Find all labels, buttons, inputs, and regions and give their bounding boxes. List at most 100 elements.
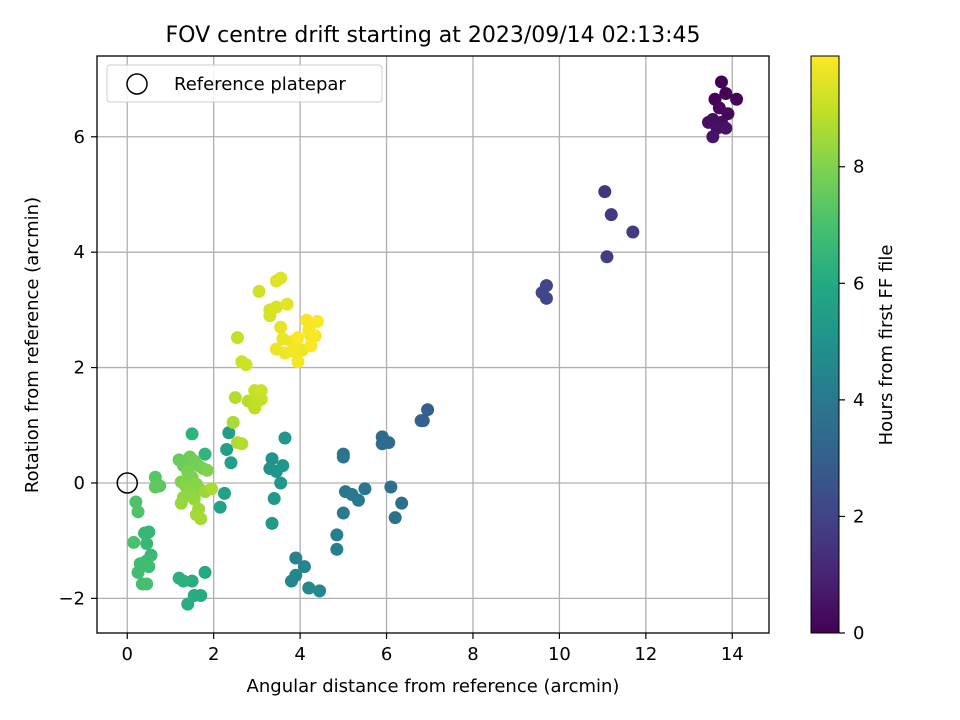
data-point [185,427,199,441]
data-point [276,459,290,473]
data-point [291,331,305,345]
colorbar-gradient [810,55,840,634]
data-point [330,528,344,542]
data-point [131,505,145,519]
data-point [274,271,288,285]
legend-label-reference: Reference platepar [174,74,346,95]
y-tick-label: −2 [58,588,85,609]
y-tick-label: 6 [74,127,85,148]
data-point [269,300,283,314]
data-point [228,391,242,405]
colorbar-label: Hours from first FF file [876,245,897,446]
data-point [220,443,234,457]
data-point [604,208,618,222]
data-point [287,344,301,358]
data-point [265,452,279,466]
data-point [289,551,303,565]
data-point [254,384,268,398]
grid-lines [97,56,769,633]
data-point [148,480,162,494]
legend-marker-reference [126,73,148,95]
data-point [198,447,212,461]
data-point [330,542,344,556]
data-point [217,486,231,500]
colorbar-tick-label: 2 [853,506,864,527]
data-point [388,511,402,525]
data-point [302,581,316,595]
data-point [200,463,214,477]
data-point [274,320,288,334]
x-tick-label: 4 [294,644,305,665]
x-tick-label: 14 [721,644,744,665]
data-point [308,329,322,343]
reference-marker [116,472,139,494]
x-tick-label: 12 [634,644,657,665]
colorbar-ticks: 0 2 4 6 8 [839,157,864,644]
data-point [730,92,744,106]
data-point [304,339,318,353]
data-point [300,313,314,327]
data-point [313,584,327,598]
x-axis-label: Angular distance from reference (arcmin) [247,676,620,697]
colorbar: 0 2 4 6 8 Hours from first FF file [810,55,897,644]
y-tick-label: 0 [74,473,85,494]
data-point [626,225,640,239]
data-point [375,437,389,451]
data-point [358,482,372,496]
data-point [239,358,253,372]
plot-frame [96,55,770,634]
data-point [129,495,143,509]
data-point [600,250,614,264]
colorbar-tick-label: 6 [853,273,864,294]
data-point [274,476,288,490]
data-point [138,526,152,540]
data-point [252,284,266,298]
data-point [140,577,154,591]
data-point [142,560,156,574]
data-point [395,496,409,510]
data-point [297,560,311,574]
data-point [226,415,240,429]
data-point [127,535,141,549]
data-point [181,597,195,611]
colorbar-tick-label: 4 [853,390,864,411]
data-point [278,431,292,445]
y-tick-label: 4 [74,242,85,263]
chart-title: FOV centre drift starting at 2023/09/14 … [166,23,701,48]
data-point [222,426,236,440]
data-point [198,565,212,579]
colorbar-tick-label: 8 [853,157,864,178]
data-point [719,121,733,135]
x-tick-label: 6 [381,644,392,665]
data-point [284,574,298,588]
x-tick-label: 10 [548,644,571,665]
data-point [131,565,145,579]
x-tick-label: 2 [208,644,219,665]
data-point [351,493,365,507]
data-point [194,512,208,526]
data-point [384,480,398,494]
reference-platepar-point [116,472,139,494]
x-tick-label: 0 [122,644,133,665]
data-point [336,506,350,520]
data-point [421,403,435,417]
colorbar-tick-label: 0 [853,623,864,644]
data-point [719,87,733,101]
data-point [336,450,350,464]
data-point [706,130,720,144]
data-point [230,331,244,345]
y-tick-label: 2 [74,358,85,379]
data-point [714,75,728,89]
data-point [205,482,219,496]
data-point [174,496,188,510]
data-point [267,492,281,506]
legend: Reference platepar [106,64,383,103]
data-point [235,437,249,451]
data-point [291,355,305,369]
data-point [213,500,227,514]
data-points [127,75,744,611]
y-axis-ticks: −2 0 2 4 6 [58,127,97,609]
legend-box [106,64,383,103]
x-tick-label: 8 [467,644,478,665]
